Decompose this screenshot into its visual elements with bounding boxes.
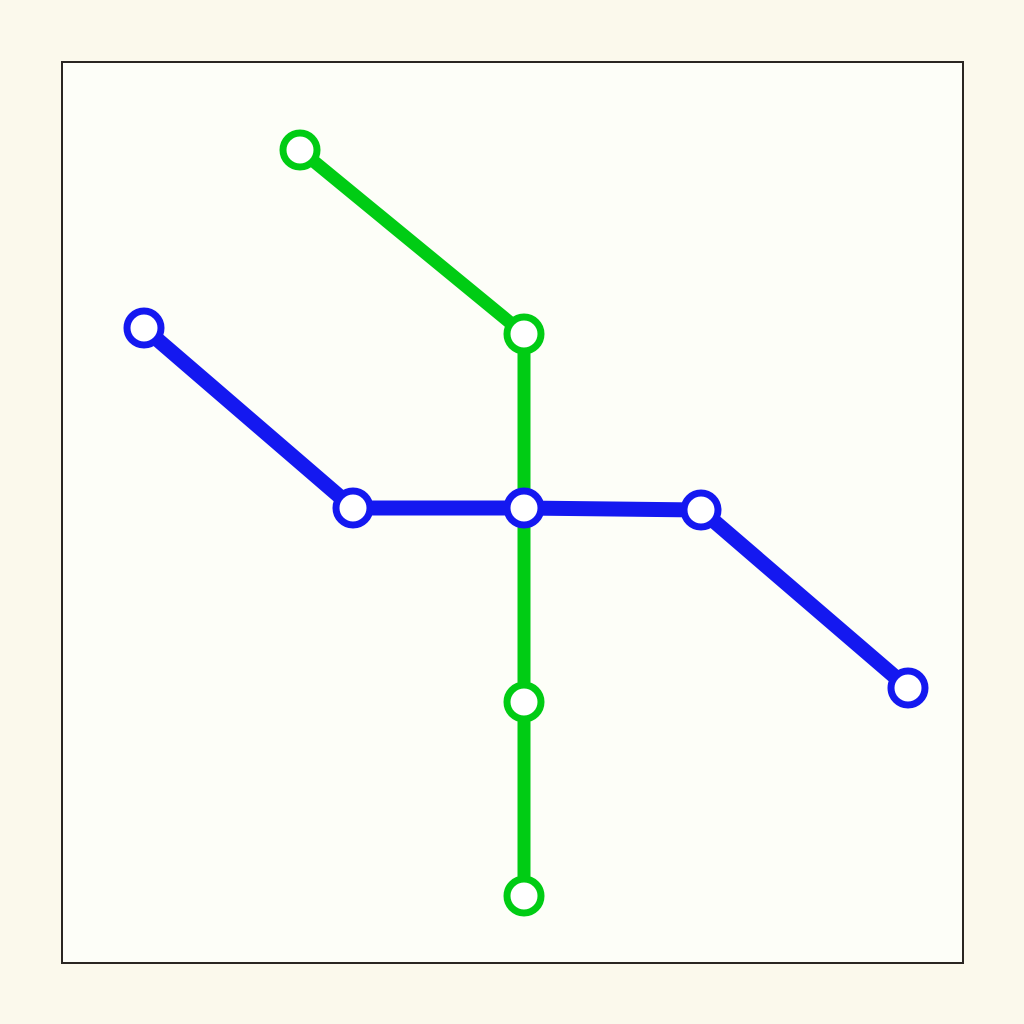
green-station-g3 [503, 681, 545, 723]
green-station-g4 [503, 875, 545, 917]
interchange-station [503, 487, 545, 529]
stations-layer [123, 129, 929, 917]
blue-station-b2 [332, 487, 374, 529]
blue-station-b4 [887, 667, 929, 709]
green-line [293, 143, 531, 903]
green-station-g1 [279, 129, 321, 171]
green-station-g2 [503, 313, 545, 355]
blue-station-b1 [123, 307, 165, 349]
blue-station-b3 [680, 489, 722, 531]
